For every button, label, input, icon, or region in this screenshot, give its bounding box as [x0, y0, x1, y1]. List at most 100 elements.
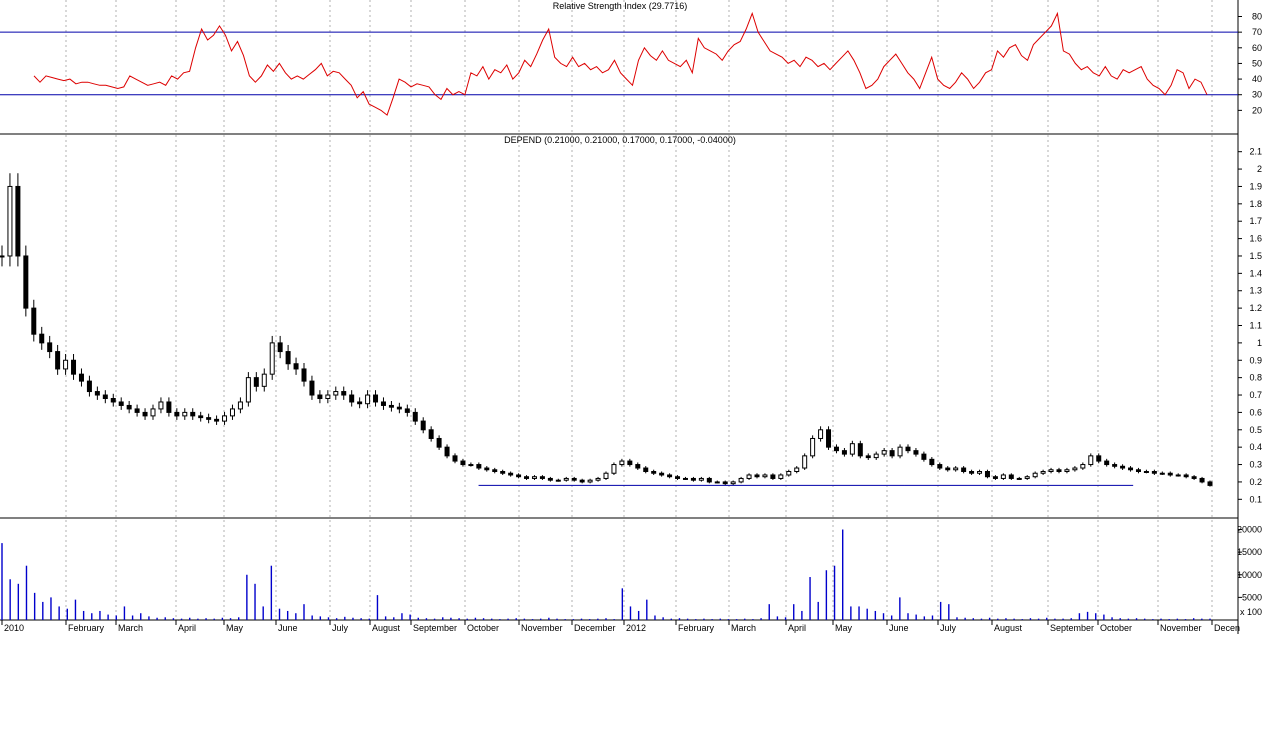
price-bar-body: [1096, 455, 1102, 462]
price-bar-body: [627, 460, 633, 466]
price-bar-body: [261, 373, 267, 387]
price-bar-body: [420, 420, 426, 431]
y-tick-label: 1.1: [1249, 321, 1262, 331]
price-bar-body: [55, 351, 61, 370]
price-bar-body: [619, 460, 625, 466]
price-bar-body: [23, 255, 29, 309]
x-tick-label: 2012: [626, 623, 646, 633]
y-tick-label: 70: [1252, 27, 1262, 37]
price-bar-body: [794, 467, 800, 472]
price-bar-body: [579, 479, 585, 483]
price-bar-body: [452, 455, 458, 462]
price-bar-body: [1135, 469, 1141, 472]
price-bar-body: [412, 411, 418, 422]
x-tick-label: June: [889, 623, 909, 633]
price-bar-body: [563, 477, 569, 481]
price-bar-body: [730, 481, 736, 485]
price-bar-body: [635, 464, 641, 469]
price-bar-body: [643, 467, 649, 472]
price-bar-body: [524, 476, 530, 479]
price-bar-body: [1151, 471, 1157, 474]
volume-panel: 5000 10000 15000 20000: [1, 525, 1262, 620]
price-bar-body: [706, 477, 712, 483]
y-tick-label: 0.8: [1249, 373, 1262, 383]
price-bar-body: [937, 464, 943, 469]
price-title: DEPEND (0.21000, 0.21000, 0.17000, 0.170…: [504, 135, 736, 145]
x-tick-label: February: [68, 623, 105, 633]
price-bar-body: [500, 471, 506, 474]
vertical-grid: [65, 0, 1213, 620]
price-bar-body: [826, 429, 832, 448]
price-bar-body: [436, 437, 442, 448]
price-bar-body: [309, 380, 315, 396]
x-tick-label: May: [835, 623, 853, 633]
price-bar-body: [269, 342, 275, 375]
price-bar-body: [0, 255, 5, 258]
x-tick-label: June: [278, 623, 298, 633]
price-bar-body: [39, 333, 45, 344]
x-tick-label: September: [413, 623, 457, 633]
price-bar-body: [380, 401, 386, 406]
y-tick-label: 1.3: [1249, 286, 1262, 296]
price-bar-body: [206, 417, 212, 420]
price-bar-body: [762, 474, 768, 478]
price-bar-body: [31, 307, 37, 335]
x-tick-label: August: [994, 623, 1023, 633]
y-tick-label: 50: [1252, 58, 1262, 68]
x-tick-label: Decen: [1214, 623, 1240, 633]
price-bar-body: [746, 474, 752, 479]
price-panel: 0.1 0.2 0.3 0.4 0.5 0.6 0.7 0.8 0.9 1 1.1 1.2 1.3 1.4…: [0, 147, 1262, 504]
price-bar-body: [222, 415, 228, 422]
price-bar-body: [754, 474, 760, 478]
price-bar-body: [277, 342, 283, 353]
price-bar-body: [492, 469, 498, 472]
price-bar-body: [341, 391, 347, 396]
price-bar-body: [484, 467, 490, 471]
price-bar-body: [770, 474, 776, 479]
price-bar-body: [285, 351, 291, 365]
price-bar-body: [873, 453, 879, 459]
price-bar-body: [833, 446, 839, 452]
price-bar-body: [508, 472, 514, 476]
price-bar-body: [404, 408, 410, 413]
y-tick-label: 1: [1257, 338, 1262, 348]
price-bar-body: [1088, 455, 1094, 466]
price-bar-body: [71, 359, 77, 375]
y-tick-label: 60: [1252, 43, 1262, 53]
price-bar-body: [984, 471, 990, 478]
price-bar-body: [78, 373, 84, 382]
price-bar-body: [1207, 481, 1213, 486]
price-bar-body: [571, 477, 577, 481]
price-bar-body: [547, 477, 553, 481]
price-bar-body: [738, 477, 744, 483]
y-tick-label: 0.3: [1249, 460, 1262, 470]
x-tick-label: October: [467, 623, 499, 633]
price-bar-body: [531, 476, 537, 479]
price-bar-body: [722, 481, 728, 485]
x-tick-label: July: [940, 623, 957, 633]
price-bar-body: [174, 411, 180, 417]
x-tick-label: April: [178, 623, 196, 633]
x-tick-label: May: [226, 623, 244, 633]
price-bar-body: [214, 418, 220, 422]
price-bar-body: [1183, 474, 1189, 478]
price-bar-body: [1072, 467, 1078, 471]
price-bar-body: [1199, 477, 1205, 483]
price-bar-body: [1080, 464, 1086, 469]
price-bar-body: [667, 474, 673, 478]
y-tick-label: 1.4: [1249, 268, 1262, 278]
price-bar-body: [365, 394, 371, 405]
price-bar-body: [1191, 476, 1197, 479]
price-bar-body: [253, 377, 259, 387]
price-bar-body: [317, 394, 323, 399]
price-bar-body: [1032, 472, 1038, 478]
x-tick-label: March: [118, 623, 143, 633]
y-tick-label: 1.8: [1249, 199, 1262, 209]
price-bar-body: [1175, 474, 1181, 477]
price-bar-body: [158, 401, 164, 410]
price-bar-body: [881, 450, 887, 455]
price-bar-body: [293, 363, 299, 370]
price-bar-body: [945, 467, 951, 471]
price-bar-body: [778, 474, 784, 479]
